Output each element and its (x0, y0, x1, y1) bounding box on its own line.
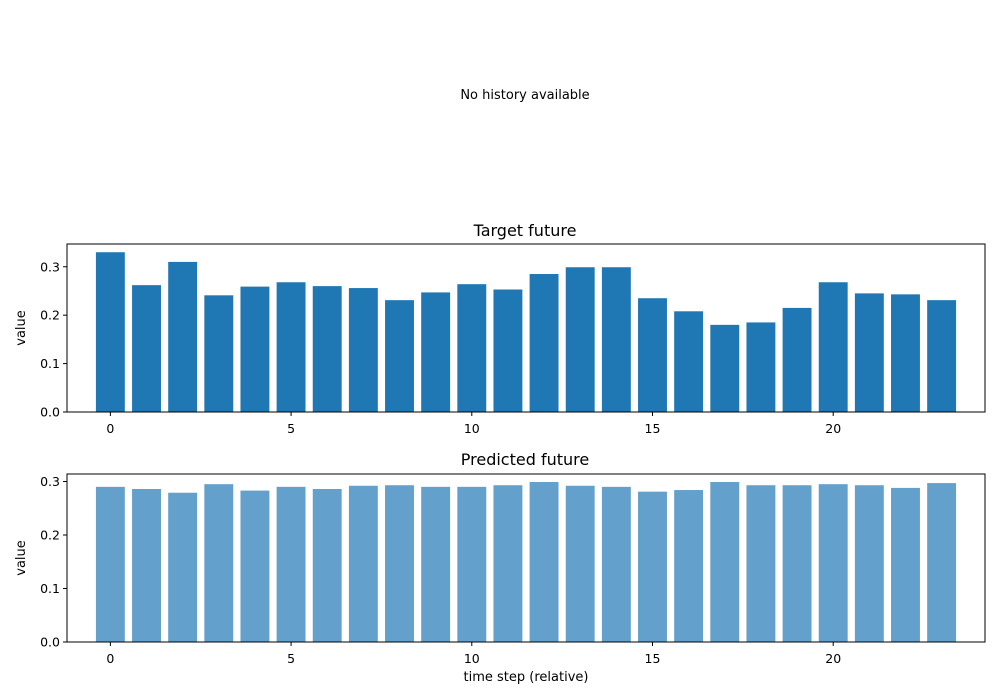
target-bar (95, 252, 125, 412)
target-future-y-axis: 0.0 0.1 0.2 0.3 (40, 259, 67, 420)
target-bar (710, 324, 740, 412)
target-xtick-label: 0 (106, 421, 114, 436)
target-xtick-label: 15 (645, 421, 661, 436)
pred-xtick-label: 15 (645, 651, 661, 666)
predicted-future-chart: Predicted future 0.0 0.1 0.2 0.3 0 5 10 15 20 v… (14, 450, 986, 685)
target-bar (168, 261, 198, 412)
target-bar (348, 288, 378, 412)
pred-bar (529, 482, 559, 642)
predicted-future-y-axis: 0.0 0.1 0.2 0.3 (40, 474, 67, 650)
target-bar (312, 286, 342, 412)
pred-bar (565, 485, 595, 642)
pred-bar (95, 486, 125, 642)
target-bar (240, 286, 270, 412)
no-history-message: No history available (460, 88, 589, 103)
target-bar (927, 300, 957, 412)
pred-xtick-label: 20 (825, 651, 841, 666)
target-ytick-label: 0.0 (40, 405, 60, 420)
predicted-future-xlabel: time step (relative) (464, 670, 589, 685)
target-ytick-label: 0.3 (40, 259, 60, 274)
predicted-future-x-axis: 0 5 10 15 20 (106, 642, 841, 666)
target-future-ylabel: value (14, 310, 29, 346)
target-bar (818, 282, 848, 412)
pred-bar (818, 484, 848, 642)
pred-bar (710, 482, 740, 642)
pred-bar (674, 490, 704, 642)
target-bar (132, 285, 161, 412)
target-bar (276, 282, 306, 412)
pred-ytick-label: 0.0 (40, 635, 60, 650)
pred-bar (204, 484, 234, 642)
pred-ytick-label: 0.1 (40, 581, 60, 596)
target-bar (746, 322, 776, 412)
pred-bar (457, 486, 487, 642)
target-bar (457, 284, 487, 412)
target-ytick-label: 0.1 (40, 356, 60, 371)
predicted-future-frame (66, 473, 986, 643)
pred-bar (601, 486, 631, 642)
pred-bar (782, 485, 812, 642)
pred-bar (891, 487, 920, 642)
target-future-x-axis: 0 5 10 15 20 (106, 412, 841, 436)
pred-ytick-label: 0.2 (40, 527, 60, 542)
pred-bar (240, 490, 270, 642)
pred-bar (276, 486, 306, 642)
pred-bar (854, 485, 884, 642)
target-future-chart: Target future 0.0 0.1 0.2 0.3 0 5 10 15 20 valu… (14, 221, 986, 436)
target-bar (421, 292, 451, 412)
target-bar (493, 289, 523, 412)
pred-bar (638, 491, 667, 642)
pred-xtick-label: 0 (106, 651, 114, 666)
pred-xtick-label: 10 (464, 651, 480, 666)
target-bar (638, 298, 667, 412)
predicted-future-title: Predicted future (461, 450, 589, 469)
pred-bar (348, 485, 378, 642)
target-future-title: Target future (473, 221, 577, 240)
pred-bar (746, 485, 776, 642)
target-bar (891, 294, 920, 412)
pred-bar (927, 483, 957, 642)
target-bar (601, 267, 631, 412)
target-xtick-label: 5 (287, 421, 295, 436)
target-bar (782, 307, 812, 412)
pred-bar (168, 492, 198, 642)
predicted-future-ylabel: value (14, 540, 29, 576)
target-bar (529, 274, 559, 412)
target-bar (565, 267, 595, 412)
target-ytick-label: 0.2 (40, 308, 60, 323)
target-bar (674, 311, 704, 412)
target-future-bars (95, 252, 957, 412)
target-bar (854, 293, 884, 412)
target-future-frame (66, 243, 986, 413)
pred-bar (385, 485, 414, 642)
target-bar (385, 300, 414, 412)
predicted-future-bars (95, 482, 957, 642)
pred-bar (312, 488, 342, 642)
target-bar (204, 295, 234, 412)
pred-bar (132, 488, 161, 642)
pred-bar (493, 485, 523, 642)
pred-bar (421, 486, 451, 642)
target-xtick-label: 20 (825, 421, 841, 436)
pred-xtick-label: 5 (287, 651, 295, 666)
pred-ytick-label: 0.3 (40, 474, 60, 489)
target-xtick-label: 10 (464, 421, 480, 436)
